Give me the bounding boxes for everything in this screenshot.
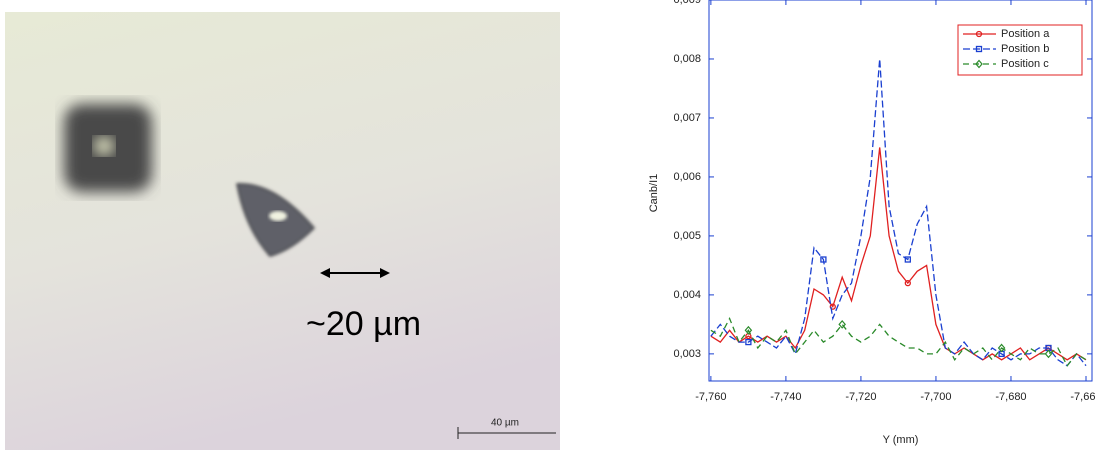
x-tick-label: -7,700 <box>920 391 951 403</box>
x-tick-label: -7,720 <box>845 391 876 403</box>
x-tick-label: -7,660 <box>1070 391 1095 403</box>
y-tick-label: 0,005 <box>673 230 701 242</box>
plot-frame <box>708 0 1093 382</box>
y-tick-label: 0,009 <box>673 0 701 6</box>
marker <box>744 325 753 335</box>
chart: 0,003 0,004 0,005 0,006 0,007 0,008 0,009 -7,76… <box>648 0 1095 446</box>
marker <box>904 279 911 287</box>
marker <box>904 256 911 263</box>
micrograph: ~20 µm 40 µm <box>5 12 560 450</box>
marker <box>838 319 846 329</box>
legend-label: Position c <box>1001 58 1049 70</box>
series-line <box>710 316 1087 367</box>
x-axis-label: Y (mm) <box>883 434 919 446</box>
legend-marker <box>975 30 983 38</box>
y-tick-label: 0,008 <box>673 53 701 65</box>
marker <box>829 303 836 310</box>
size-annotation: ~20 µm <box>306 305 421 343</box>
x-tick-label: -7,680 <box>995 391 1026 403</box>
series-line <box>710 58 1087 367</box>
scale-bar-label: 40 µm <box>491 418 519 429</box>
y-axis-label: Canb/I1 <box>648 174 660 213</box>
x-tick-label: -7,760 <box>695 391 726 403</box>
marker <box>1044 349 1053 359</box>
marker <box>745 338 752 346</box>
legend-marker <box>975 45 983 53</box>
legend-marker <box>975 59 983 69</box>
marker <box>997 343 1006 353</box>
legend-label: Position b <box>1001 43 1049 55</box>
y-tick-label: 0,006 <box>673 171 701 183</box>
y-tick-label: 0,004 <box>673 289 701 301</box>
marker <box>820 256 827 263</box>
y-tick-label: 0,007 <box>673 112 701 124</box>
crystal-highlight <box>94 137 114 155</box>
x-tick-label: -7,740 <box>770 391 801 403</box>
crystal-highlight <box>269 211 287 221</box>
legend-label: Position a <box>1001 28 1050 40</box>
y-tick-label: 0,003 <box>673 348 701 360</box>
